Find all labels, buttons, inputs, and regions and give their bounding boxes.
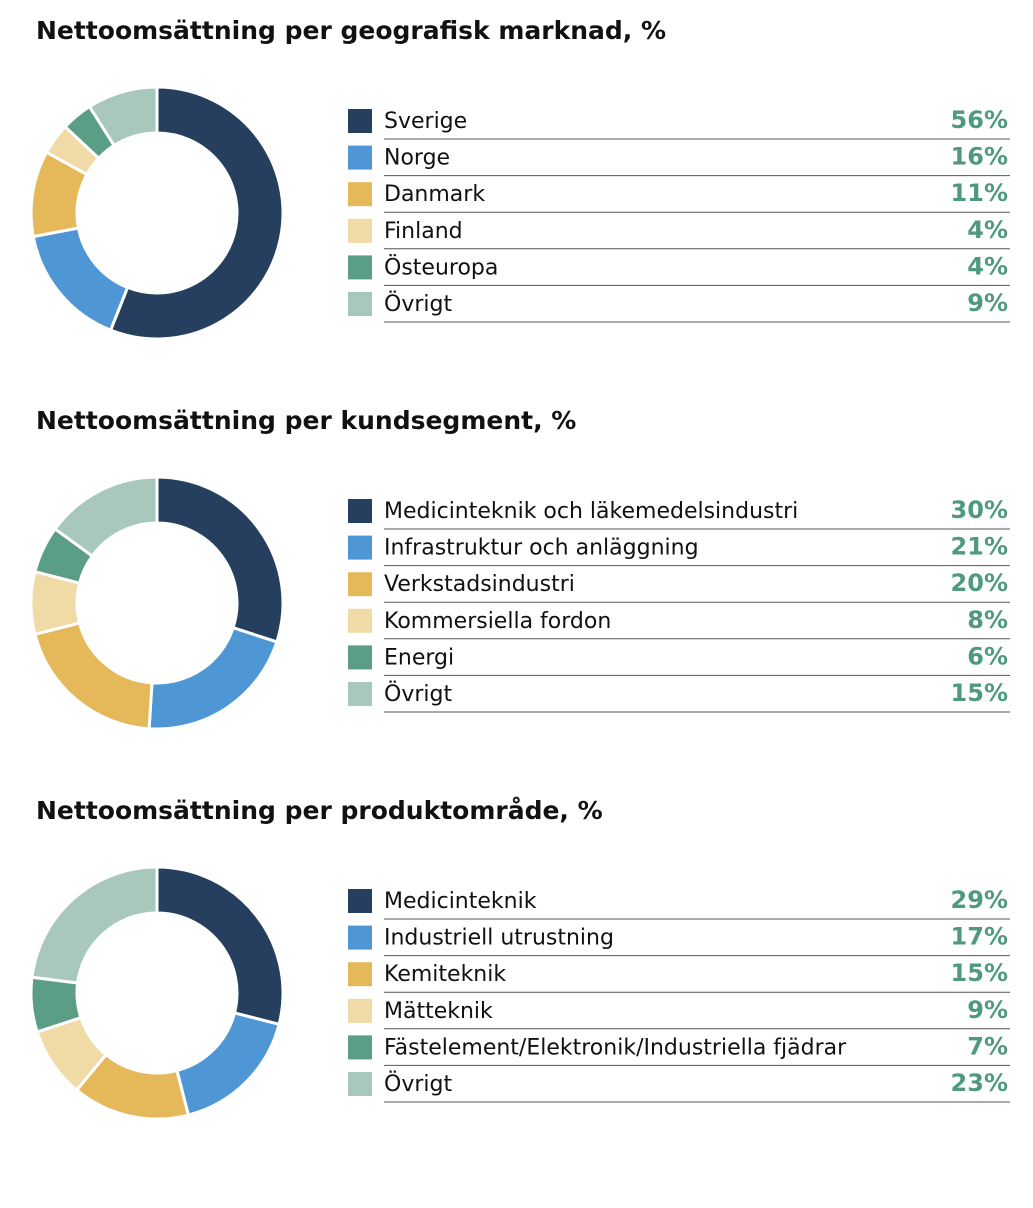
donut-segment [155, 865, 285, 1027]
value-label: 30% [951, 496, 1008, 524]
legend-swatch [348, 962, 372, 987]
value-label: 6% [967, 642, 1008, 670]
legend-swatch [348, 1072, 372, 1096]
legend-swatch [348, 608, 372, 633]
legend-label: Fästelement/Elektronik/Industriella fjäd… [384, 1035, 847, 1060]
legend-swatch [348, 109, 372, 133]
value-label: 9% [967, 996, 1008, 1024]
legend-label: Kommersiella fordon [384, 609, 611, 634]
legend-label: Sverige [384, 109, 467, 134]
legend-label: Danmark [384, 182, 485, 207]
value-label: 15% [951, 959, 1008, 987]
value-label: 11% [951, 179, 1008, 207]
value-label: 20% [951, 569, 1008, 597]
legend-label: Norge [384, 146, 450, 171]
legend-label: Energi [384, 645, 454, 670]
value-label: 29% [951, 886, 1008, 914]
legend-swatch [348, 998, 372, 1023]
donut-segment [87, 85, 159, 148]
donut-segment [175, 1011, 281, 1117]
legend-swatch [348, 499, 372, 523]
legend-swatch [348, 145, 372, 170]
value-label: 21% [951, 533, 1008, 561]
legend-swatch [348, 218, 372, 243]
value-label: 8% [967, 606, 1008, 634]
legend-swatch [348, 889, 372, 913]
donut-segment [52, 475, 159, 559]
legend-label: Medicinteknik [384, 889, 537, 914]
donut-segment [155, 475, 285, 644]
legend-label: Kemiteknik [384, 962, 506, 987]
legend-label: Industriell utrustning [384, 926, 614, 951]
donut-segment [108, 85, 285, 341]
chart-title: Nettoomsättning per geografisk marknad, … [36, 16, 666, 45]
legend-label: Mätteknik [384, 999, 493, 1024]
value-label: 4% [967, 252, 1008, 280]
legend-swatch [348, 572, 372, 597]
legend-label: Infrastruktur och anläggning [384, 536, 699, 561]
legend-swatch [348, 535, 372, 560]
value-label: 16% [951, 143, 1008, 171]
value-label: 15% [951, 679, 1008, 707]
donut-segment [33, 621, 154, 731]
value-label: 7% [967, 1032, 1008, 1060]
legend-label: Medicinteknik och läkemedelsindustri [384, 499, 798, 524]
legend-label: Övrigt [384, 681, 452, 707]
legend-label: Verkstadsindustri [384, 572, 575, 597]
chart-title: Nettoomsättning per produktområde, % [36, 796, 603, 825]
legend-swatch [348, 255, 372, 280]
legend-swatch [348, 292, 372, 316]
legend-swatch [348, 1035, 372, 1060]
legend-swatch [348, 645, 372, 670]
legend-label: Övrigt [384, 1071, 452, 1097]
value-label: 4% [967, 216, 1008, 244]
legend-label: Finland [384, 219, 463, 244]
legend-swatch [348, 182, 372, 207]
donut-segment [31, 226, 130, 333]
donut-segment [30, 865, 159, 985]
legend-swatch [348, 925, 372, 950]
legend-label: Östeuropa [384, 254, 498, 280]
value-label: 56% [951, 106, 1008, 134]
value-label: 23% [951, 1069, 1008, 1097]
value-label: 17% [951, 923, 1008, 951]
donut-segment [147, 625, 279, 731]
legend-swatch [348, 682, 372, 706]
chart-title: Nettoomsättning per kundsegment, % [36, 406, 576, 435]
value-label: 9% [967, 289, 1008, 317]
legend-label: Övrigt [384, 291, 452, 317]
